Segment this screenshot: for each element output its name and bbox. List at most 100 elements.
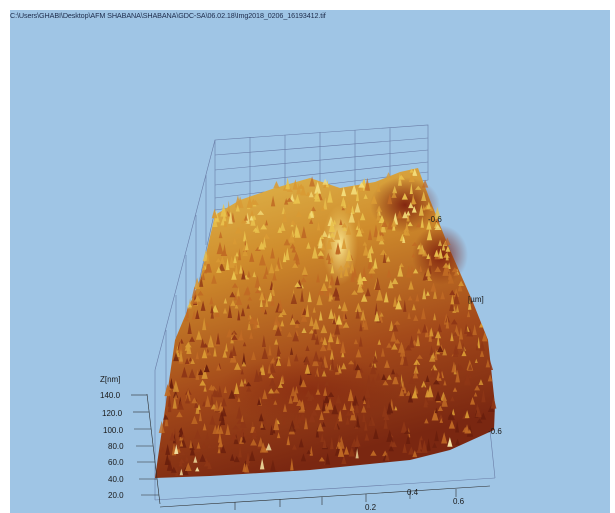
surface-spike [234, 262, 239, 275]
surface-spike [328, 308, 334, 319]
surface-spike [170, 466, 177, 473]
surface-spike [217, 431, 222, 443]
surface-spike [341, 454, 347, 465]
surface-spike [274, 326, 282, 336]
surface-spike [449, 289, 456, 295]
surface-spike [324, 379, 330, 386]
surface-spike [330, 264, 335, 274]
surface-spike [334, 364, 339, 373]
surface-spike [286, 197, 293, 202]
surface-spike [213, 399, 220, 412]
surface-spike [434, 430, 439, 442]
surface-spike [172, 380, 180, 392]
surface-spike [478, 379, 484, 385]
surface-spike [294, 224, 299, 236]
surface-spike [439, 399, 443, 405]
surface-spike [280, 308, 287, 315]
surface-spike [230, 432, 238, 440]
surface-spike [219, 256, 225, 265]
surface-spike [434, 266, 442, 273]
surface-spike [394, 338, 401, 344]
surface-spike [198, 368, 204, 376]
surface-spike [206, 351, 212, 356]
surface-spike [477, 336, 481, 349]
surface-spike [158, 420, 165, 434]
surface-spike [166, 459, 173, 471]
surface-spike [326, 339, 332, 351]
surface-spike [216, 266, 222, 273]
surface-spike [262, 272, 268, 279]
surface-spike [254, 246, 261, 251]
surface-spike [404, 222, 409, 231]
surface-spike [220, 444, 227, 454]
surface-spike [437, 239, 443, 246]
surface-spike [323, 387, 328, 396]
surface-spike [330, 256, 334, 263]
z-tick-label: 60.0 [108, 458, 124, 467]
surface-spike [432, 289, 437, 299]
surface-spike [355, 308, 360, 319]
surface-spike [335, 413, 340, 426]
surface-spike [165, 443, 171, 455]
surface-spike [237, 309, 241, 321]
surface-spike [259, 442, 267, 453]
surface-spike [455, 304, 460, 313]
surface-spike [172, 389, 179, 398]
surface-spike [474, 385, 481, 391]
surface-spike [300, 289, 304, 302]
surface-spike [241, 361, 247, 367]
surface-spike [258, 285, 262, 291]
surface-spike [394, 405, 398, 411]
surface-spike [286, 394, 290, 401]
surface-spike [257, 437, 264, 447]
surface-spike [247, 296, 253, 301]
surface-spike [297, 413, 302, 424]
surface-spike [374, 277, 381, 290]
surface-spike [284, 198, 289, 205]
z-axis: Z[nm] 140.0 120.0 100.0 80.0 60.0 40.0 2… [100, 375, 161, 505]
surface-spike [331, 332, 335, 337]
z-tick-label: 120.0 [102, 409, 123, 418]
afm-surface-plot[interactable]: Z[nm] 140.0 120.0 100.0 80.0 60.0 40.0 2… [10, 10, 610, 513]
surface-spike [403, 387, 407, 394]
surface-spike [296, 183, 302, 195]
surface-spike [361, 317, 366, 328]
surface-spike [285, 247, 290, 261]
surface-spike [457, 282, 463, 292]
surface-spike [382, 380, 389, 386]
surface-spike [239, 378, 245, 387]
surface-spike [182, 466, 189, 476]
surface-spike [386, 429, 394, 442]
surface-spike [370, 194, 378, 204]
surface-spike [207, 334, 215, 348]
surface-spike [307, 291, 312, 303]
surface-spike [379, 312, 384, 317]
surface-spike [401, 192, 408, 200]
surface-spike [285, 177, 290, 190]
surface-spike [373, 257, 378, 269]
surface-spike [408, 376, 415, 384]
afm-3d-viewport[interactable]: C:\Users\GHABI\Desktop\AFM SHABANA\SHABA… [10, 10, 610, 513]
surface-spike [354, 302, 362, 312]
surface-spike [330, 357, 335, 371]
surface-spike [254, 224, 260, 233]
surface-spike [260, 421, 264, 428]
surface-spike [316, 221, 321, 231]
surface-spike [306, 449, 311, 454]
surface-spike [308, 191, 314, 198]
afm-surface [155, 168, 497, 478]
surface-spike [276, 344, 281, 357]
surface-spike [198, 411, 202, 422]
surface-spike [282, 185, 288, 191]
surface-spike [234, 362, 241, 370]
surface-spike [252, 316, 258, 330]
surface-spike [294, 319, 301, 324]
surface-spike [391, 323, 399, 332]
surface-spike [376, 205, 383, 212]
surface-spike [223, 297, 228, 304]
surface-spike [429, 345, 434, 356]
surface-spike [235, 204, 240, 212]
surface-spike [447, 437, 453, 447]
surface-spike [327, 332, 334, 343]
surface-spike [163, 414, 169, 420]
